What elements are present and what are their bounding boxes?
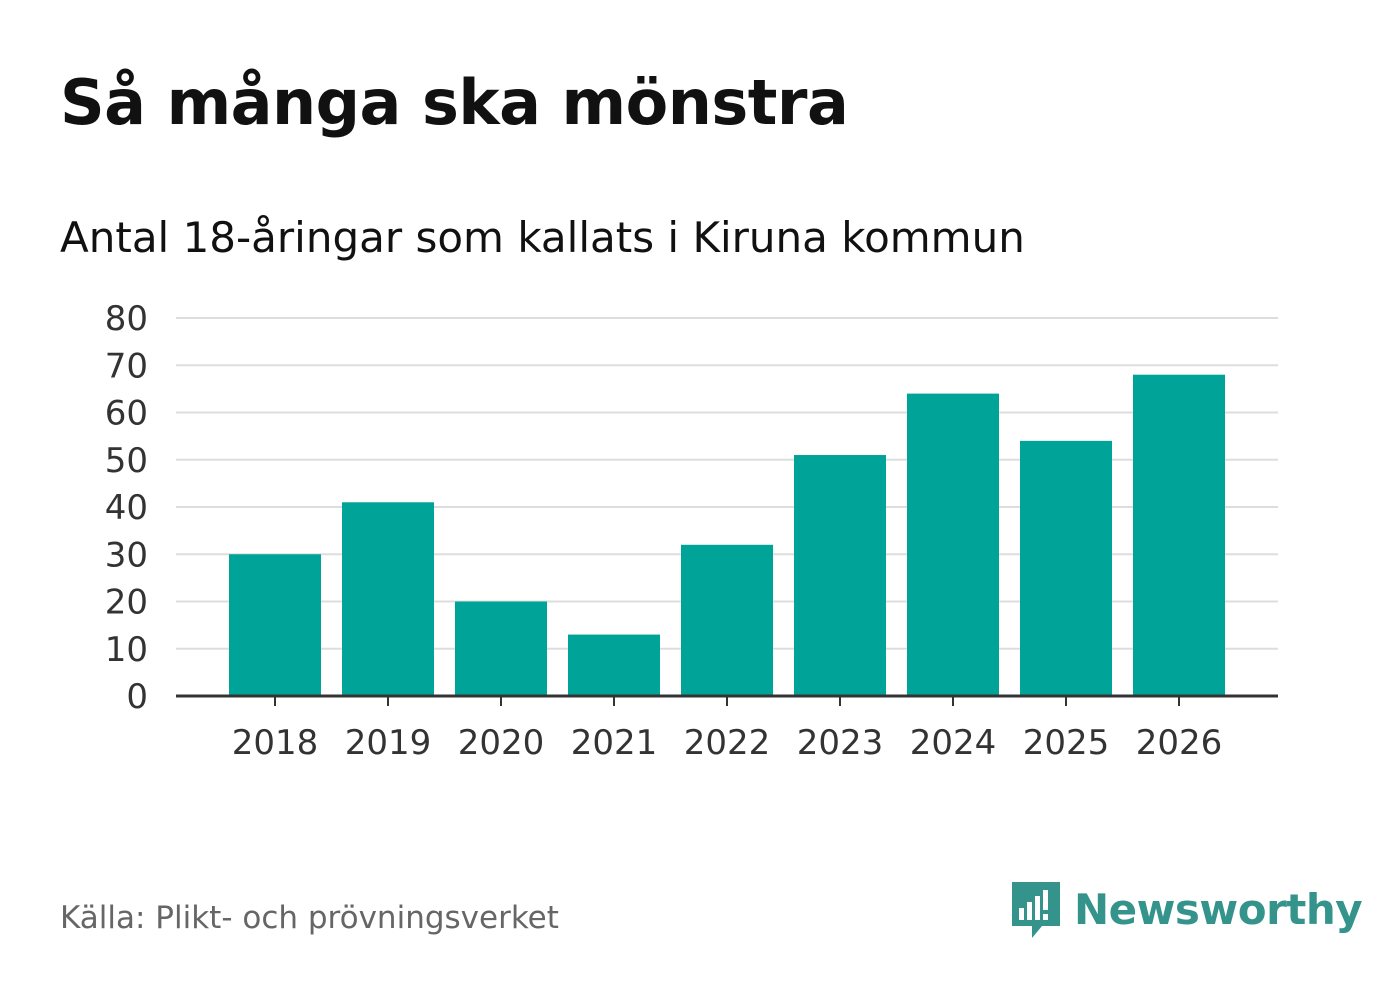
y-tick-label: 60: [105, 394, 148, 434]
x-tick-label: 2021: [571, 723, 658, 763]
x-tick-label: 2026: [1136, 723, 1223, 763]
x-tick-label: 2022: [684, 723, 771, 763]
x-tick-label: 2023: [797, 723, 884, 763]
bar-2019: [342, 502, 434, 696]
bar-2022: [681, 544, 773, 696]
bars: [229, 374, 1225, 696]
y-tick-label: 20: [105, 583, 148, 623]
bar-2020: [455, 601, 547, 696]
bar-2024: [907, 393, 999, 696]
x-tick-label: 2018: [232, 723, 319, 763]
source-note: Källa: Plikt- och prövningsverket: [60, 900, 559, 936]
y-tick-label: 70: [105, 346, 148, 386]
bar-2026: [1133, 374, 1225, 696]
x-tick-label: 2019: [345, 723, 432, 763]
bar-2023: [794, 455, 886, 696]
brand-logo: Newsworthy: [1010, 878, 1363, 940]
x-axis-ticks: 2018 2019 2020 2021 2022 2023 2024 2025 2026: [232, 696, 1223, 763]
y-tick-label: 10: [105, 630, 148, 670]
bar-2021: [568, 634, 660, 696]
y-tick-label: 30: [105, 535, 148, 575]
x-tick-label: 2020: [458, 723, 545, 763]
bar-2018: [229, 554, 321, 696]
y-tick-label: 80: [105, 299, 148, 339]
y-axis-ticks: 0 10 20 30 40 50 60 70 80: [105, 299, 148, 717]
y-tick-label: 40: [105, 488, 148, 528]
bar-2025: [1020, 440, 1112, 696]
y-tick-label: 0: [126, 677, 148, 717]
x-tick-label: 2024: [910, 723, 997, 763]
brand-name: Newsworthy: [1074, 884, 1363, 934]
y-tick-label: 50: [105, 441, 148, 481]
chart-title: Så många ska mönstra: [60, 66, 849, 139]
x-tick-label: 2025: [1023, 723, 1110, 763]
chart-subtitle: Antal 18-åringar som kallats i Kiruna ko…: [60, 213, 1025, 262]
newsworthy-logo-icon: [1012, 882, 1060, 938]
